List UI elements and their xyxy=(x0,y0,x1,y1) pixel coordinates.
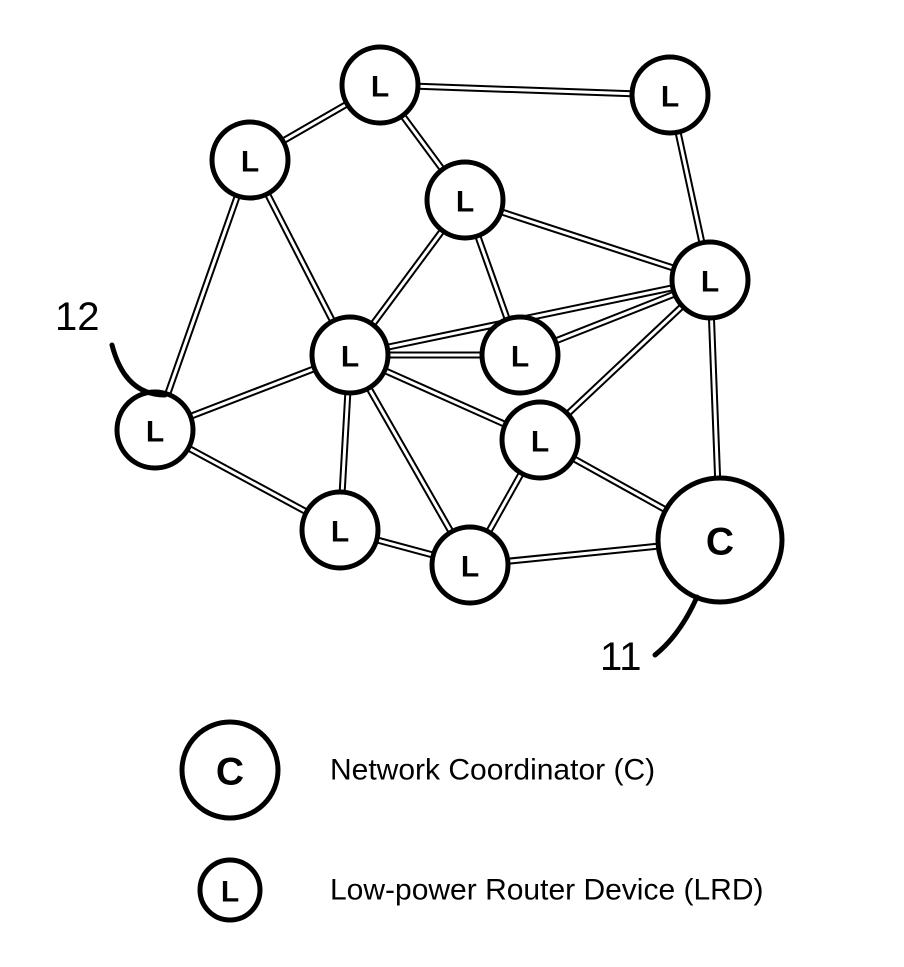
lrd-node: L xyxy=(212,122,288,198)
canvas-bg xyxy=(0,0,904,967)
legend-text: Low-power Router Device (LRD) xyxy=(330,874,763,907)
legend-symbol-label: L xyxy=(221,876,239,909)
node-label: L xyxy=(531,426,549,459)
node-label: L xyxy=(241,146,259,179)
reference-label: 11 xyxy=(600,635,642,679)
legend-text: Network Coordinator (C) xyxy=(330,754,655,787)
lrd-node: L xyxy=(342,47,418,123)
node-label: L xyxy=(661,81,679,114)
node-label: L xyxy=(331,516,349,549)
reference-label: 12 xyxy=(55,295,100,339)
coordinator-node: C xyxy=(658,478,782,602)
node-label: L xyxy=(341,341,359,374)
node-label: L xyxy=(461,551,479,584)
lrd-node: L xyxy=(482,317,558,393)
lrd-node: L xyxy=(302,492,378,568)
node-label: L xyxy=(146,416,164,449)
lrd-node: L xyxy=(632,57,708,133)
lrd-node: L xyxy=(427,162,503,238)
node-label: L xyxy=(701,266,719,299)
lrd-node: L xyxy=(312,317,388,393)
legend-symbol-label: C xyxy=(216,751,244,794)
node-label: C xyxy=(706,521,734,564)
lrd-node: L xyxy=(432,527,508,603)
lrd-node: L xyxy=(117,392,193,468)
lrd-node: L xyxy=(672,242,748,318)
node-label: L xyxy=(371,71,389,104)
node-label: L xyxy=(456,186,474,219)
node-label: L xyxy=(511,341,529,374)
lrd-node: L xyxy=(502,402,578,478)
